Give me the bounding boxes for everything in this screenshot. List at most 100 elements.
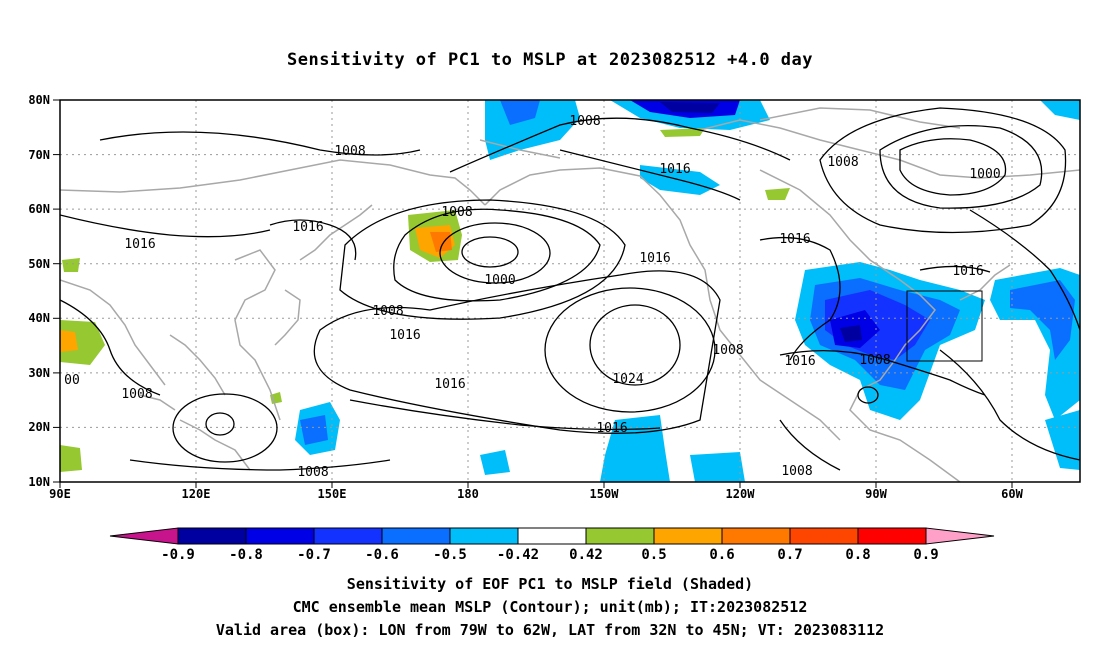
latitude-labels: 80N 70N 60N 50N 40N 30N 20N 10N	[28, 93, 50, 489]
caption-valid-area: Valid area (box): LON from 79W to 62W, L…	[215, 621, 885, 639]
contour-1016-npac	[313, 270, 721, 434]
high-1020	[544, 287, 716, 413]
contour-1016-atl	[969, 209, 1080, 331]
lon-label: 90E	[49, 487, 71, 501]
map-title: Sensitivity of PC1 to MSLP at 2023082512…	[286, 50, 813, 70]
colorbar-label: -0.7	[297, 547, 331, 563]
lat-label: 30N	[28, 366, 50, 380]
contour-1016-arctic	[559, 149, 741, 201]
lon-label: 150W	[590, 487, 620, 501]
colorbar-label: -0.42	[497, 547, 539, 563]
contour-1008-na	[779, 350, 986, 396]
colorbar-segment	[381, 527, 451, 545]
contour-1016-japan	[269, 219, 357, 261]
contour-1016-na2	[919, 265, 991, 273]
colorbar-label: -0.8	[229, 547, 263, 563]
high-1024	[589, 304, 681, 386]
shade-asia-green	[60, 320, 105, 365]
contour-1008-north	[99, 131, 421, 156]
contour-label: 1016	[639, 251, 670, 266]
colorbar: -0.9 -0.8 -0.7 -0.6 -0.5 -0.42 0.42 0.5 0.6 0.7 0.…	[109, 527, 995, 563]
colorbar-segment	[789, 527, 859, 545]
colorbar-segment	[449, 527, 519, 545]
plot-frame	[59, 99, 1081, 483]
longitude-labels: 90E 120E 150E 180 150W 120W 90W 60W	[49, 487, 1023, 501]
colorbar-segment	[177, 527, 247, 545]
colorbar-label: 0.42	[569, 547, 603, 563]
colorbar-segment	[313, 527, 383, 545]
caption-contour: CMC ensemble mean MSLP (Contour); unit(m…	[292, 598, 808, 616]
lon-label: 180	[457, 487, 479, 501]
shade-wpac-blue-core	[300, 415, 328, 445]
axis-ticks	[53, 99, 1013, 488]
valid-area-box	[906, 290, 983, 362]
lat-label: 20N	[28, 420, 50, 434]
shade-arctic-north-core2	[660, 102, 720, 113]
contour-label: 1016	[434, 377, 465, 392]
shade-epac-blue3	[690, 452, 745, 482]
contour-1004-greenland	[879, 124, 1043, 209]
contour-label: 1016	[389, 328, 420, 343]
lat-label: 50N	[28, 257, 50, 271]
contour-1016-se	[939, 349, 1080, 461]
shade-atl-east-core	[1010, 280, 1075, 360]
lat-label: 70N	[28, 148, 50, 162]
contour-label: 1008	[827, 155, 858, 170]
contour-label: 1000	[969, 167, 1000, 182]
contour-labels: 1008 1008 1016 1016 1008 1016 1016 1008 …	[64, 114, 1000, 480]
lat-label: 80N	[28, 93, 50, 107]
shade-asia-green2	[60, 445, 82, 472]
contour-label: 1008	[372, 304, 403, 319]
colorbar-segment	[585, 527, 655, 545]
contour-1008-aleutian	[393, 208, 601, 302]
contour-1000-greenland	[899, 138, 1007, 196]
contour-1008-arctic	[449, 117, 791, 173]
low-gulf	[857, 386, 879, 404]
lat-label: 40N	[28, 311, 50, 325]
shade-green-small	[660, 128, 705, 137]
shade-bering-darkorange	[430, 232, 452, 252]
shade-epac-blue2	[480, 450, 510, 475]
contour-label: 1016	[784, 354, 815, 369]
lat-label: 10N	[28, 475, 50, 489]
contour-label: 1016	[659, 162, 690, 177]
contour-label: 1008	[441, 205, 472, 220]
colorbar-label: 0.6	[709, 547, 734, 563]
mslp-contours	[60, 107, 1080, 471]
lon-label: 90W	[865, 487, 887, 501]
colorbar-label: -0.5	[433, 547, 467, 563]
shade-atl-south	[1045, 410, 1080, 470]
contour-label: 00	[64, 373, 80, 388]
caption-shaded: Sensitivity of EOF PC1 to MSLP field (Sh…	[346, 575, 754, 593]
contour-1008-wpac	[129, 459, 391, 471]
contour-label: 1008	[334, 144, 365, 159]
colorbar-segment	[721, 527, 791, 545]
shade-arctic-blue-dark	[500, 100, 540, 125]
colorbar-label: 0.5	[641, 547, 666, 563]
colorbar-label: 0.7	[777, 547, 802, 563]
shade-asia-green3	[62, 258, 80, 272]
contour-1008-asia	[60, 299, 161, 396]
shade-na-core2	[840, 325, 862, 342]
colorbar-segment	[245, 527, 315, 545]
contour-label: 1024	[612, 372, 643, 387]
contour-1016-south	[349, 399, 661, 431]
low-wpac-outer	[172, 393, 278, 463]
contour-label: 1016	[952, 264, 983, 279]
low-1000-aleutian	[461, 236, 519, 268]
contour-label: 1000	[484, 273, 515, 288]
colorbar-segment	[653, 527, 723, 545]
contour-label: 1016	[124, 237, 155, 252]
colorbar-segment	[517, 527, 587, 545]
contour-label: 1016	[596, 421, 627, 436]
lon-label: 120E	[182, 487, 211, 501]
colorbar-label: -0.9	[161, 547, 195, 563]
colorbar-label: 0.8	[845, 547, 870, 563]
colorbar-high-end	[925, 527, 995, 545]
contour-label: 1008	[712, 343, 743, 358]
contour-label: 1008	[121, 387, 152, 402]
colorbar-label: -0.6	[365, 547, 399, 563]
contour-label: 1008	[859, 353, 890, 368]
low-wpac	[205, 412, 235, 436]
lon-label: 150E	[318, 487, 347, 501]
